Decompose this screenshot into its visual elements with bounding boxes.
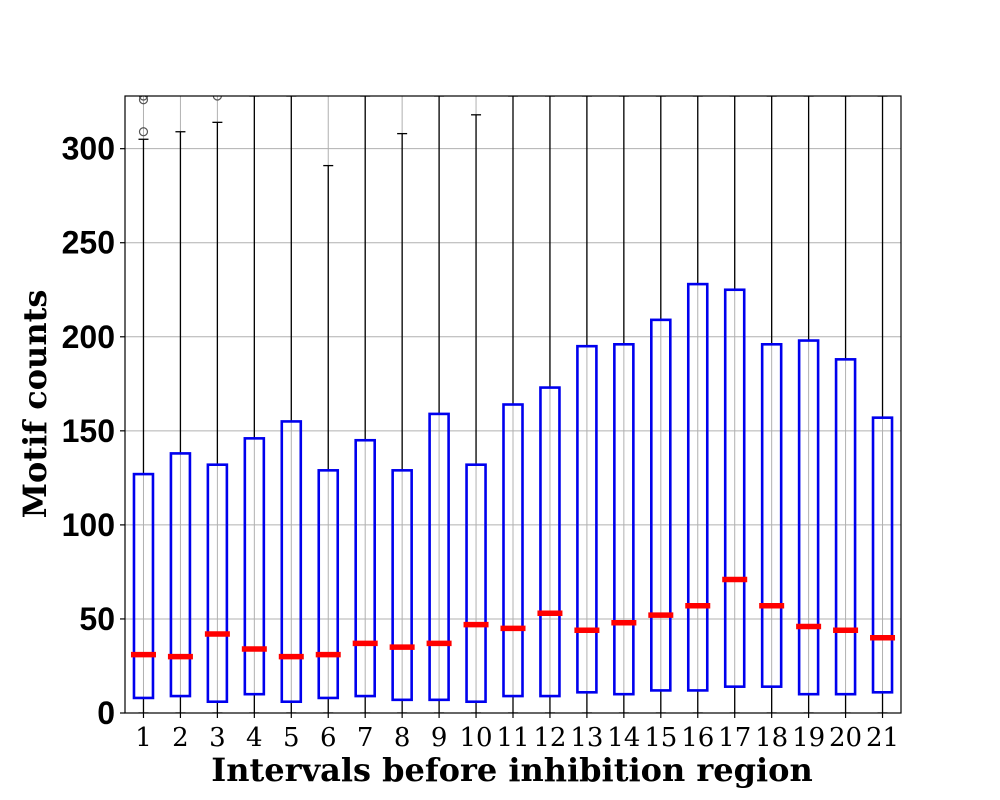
box-body <box>834 358 857 696</box>
x-tick-label: 2 <box>172 723 189 753</box>
x-tick-label: 17 <box>718 723 751 753</box>
box-body <box>576 344 598 694</box>
box-body <box>132 472 155 700</box>
x-tick-label: 3 <box>209 723 226 753</box>
x-tick-label: 21 <box>866 723 899 753</box>
box-1 <box>130 96 156 713</box>
box-body <box>354 438 376 698</box>
outlier-point <box>212 96 222 101</box>
box-21 <box>870 96 896 713</box>
x-tick-label: 9 <box>431 723 448 753</box>
box-body <box>650 318 672 692</box>
box-14 <box>611 96 637 713</box>
box-5 <box>278 96 304 713</box>
box-body <box>613 343 635 696</box>
x-tick-label: 14 <box>607 723 640 753</box>
box-16 <box>685 96 711 713</box>
box-body <box>539 386 561 698</box>
box-body <box>686 282 709 692</box>
box-6 <box>315 164 341 713</box>
box-17 <box>722 96 748 713</box>
box-13 <box>574 96 600 713</box>
box-19 <box>796 96 822 713</box>
x-tick-label: 16 <box>681 723 714 753</box>
x-tick-label: 11 <box>496 723 529 753</box>
box-body <box>465 463 487 704</box>
x-tick-label: 15 <box>644 723 677 753</box>
box-10 <box>463 114 489 713</box>
box-7 <box>352 96 378 713</box>
box-9 <box>426 96 452 713</box>
x-tick-label: 1 <box>135 723 152 753</box>
box-body <box>723 288 746 688</box>
x-tick-label: 6 <box>320 723 337 753</box>
y-tick-label: 100 <box>62 507 115 543</box>
x-tick-label: 8 <box>394 723 411 753</box>
x-tick-label: 5 <box>283 723 300 753</box>
box-18 <box>759 96 785 713</box>
x-tick-label: 18 <box>755 723 788 753</box>
y-tick-label: 250 <box>62 225 115 261</box>
box-12 <box>537 96 563 713</box>
outlier-point <box>138 127 149 137</box>
x-tick-label: 10 <box>460 723 493 753</box>
box-3 <box>204 96 230 713</box>
x-tick-label: 20 <box>829 723 862 753</box>
box-8 <box>389 132 415 713</box>
box-body <box>428 412 450 702</box>
box-body <box>280 420 303 704</box>
y-tick-label: 0 <box>97 695 115 731</box>
box-body <box>502 403 524 698</box>
box-4 <box>241 96 267 713</box>
x-tick-label: 12 <box>533 723 566 753</box>
box-2 <box>167 131 193 713</box>
outlier-point <box>138 96 149 101</box>
x-axis-label: Intervals before inhibition region <box>211 751 813 789</box>
box-body <box>871 416 894 694</box>
box-11 <box>500 96 526 713</box>
box-body <box>317 469 340 700</box>
box-body <box>243 437 266 696</box>
boxes-layer <box>130 96 896 713</box>
y-axis-label: Motif counts <box>16 290 54 519</box>
y-tick-label: 300 <box>62 131 115 167</box>
y-tick-label: 150 <box>62 413 115 449</box>
box-15 <box>648 96 674 713</box>
box-body <box>391 469 413 702</box>
box-body <box>760 343 783 688</box>
box-body <box>206 463 229 704</box>
x-tick-label: 4 <box>246 723 263 753</box>
y-tick-label: 200 <box>62 319 115 355</box>
box-body <box>797 339 820 696</box>
box-20 <box>833 96 859 713</box>
x-tick-label: 13 <box>570 723 603 753</box>
x-tick-label: 19 <box>792 723 825 753</box>
x-tick-label: 7 <box>357 723 374 753</box>
y-tick-label: 50 <box>79 601 115 637</box>
outlier-point <box>138 96 149 105</box>
box-body <box>169 452 192 698</box>
